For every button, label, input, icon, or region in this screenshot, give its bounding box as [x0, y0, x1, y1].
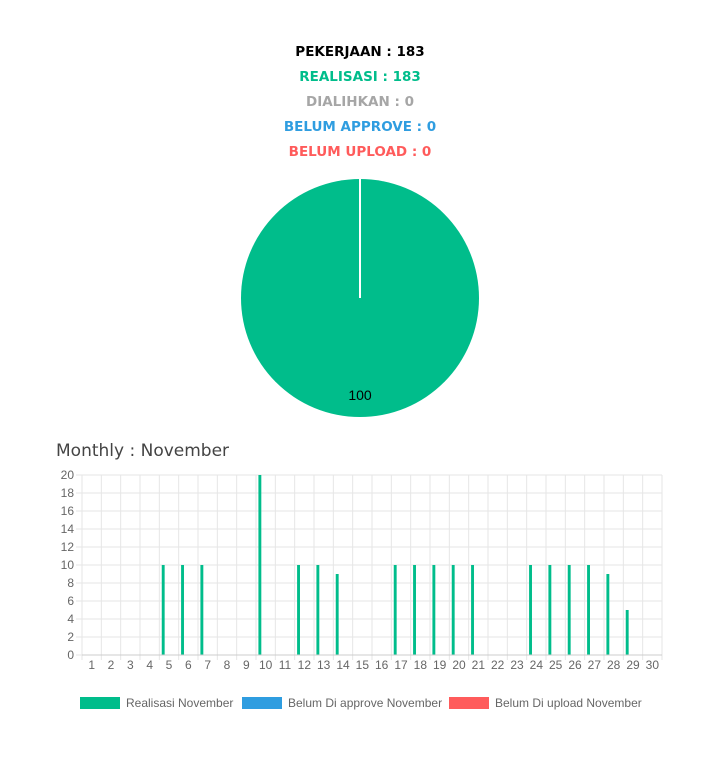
x-tick-label: 8	[224, 658, 231, 672]
x-tick-label: 14	[336, 658, 350, 672]
x-tick-label: 21	[472, 658, 486, 672]
belum-upload-count: BELUM UPLOAD : 0	[288, 144, 432, 160]
chart-legend: Realisasi November Belum Di approve Nove…	[0, 694, 720, 712]
x-tick-label: 11	[279, 658, 292, 672]
x-tick-label: 10	[259, 658, 273, 672]
y-tick-label: 12	[61, 540, 75, 554]
bar-realisasi-november-17	[393, 565, 397, 655]
bar-realisasi-november-24	[529, 565, 532, 655]
x-tick-label: 26	[568, 658, 582, 672]
x-tick-label: 18	[414, 658, 428, 672]
x-tick-label: 20	[452, 658, 466, 672]
realisasi-count: REALISASI : 183	[299, 69, 421, 85]
x-tick-label: 23	[510, 658, 524, 672]
bar-realisasi-november-29	[625, 610, 629, 655]
dialihkan-count: DIALIHKAN : 0	[306, 94, 414, 110]
y-tick-label: 0	[67, 648, 74, 662]
x-tick-label: 15	[356, 658, 370, 672]
bar-realisasi-november-14	[335, 574, 339, 655]
y-tick-label: 18	[61, 486, 75, 500]
bar-realisasi-november-25	[548, 565, 552, 655]
summary-stats: PEKERJAAN : 183 REALISASI : 183 DIALIHKA…	[0, 42, 720, 167]
y-tick-label: 14	[61, 522, 75, 536]
x-tick-label: 22	[491, 658, 505, 672]
bar-realisasi-november-21	[471, 565, 474, 655]
y-tick-label: 4	[67, 612, 74, 626]
legend-label-belum-approve: Belum Di approve November	[288, 696, 443, 710]
x-tick-label: 3	[127, 658, 134, 672]
legend-label-belum-upload: Belum Di upload November	[495, 696, 642, 710]
legend-swatch-belum-approve	[242, 697, 282, 709]
x-tick-label: 1	[88, 658, 95, 672]
bar-realisasi-november-10	[258, 475, 262, 655]
legend-item-belum-upload[interactable]: Belum Di upload November	[449, 694, 642, 712]
x-tick-label: 28	[607, 658, 621, 672]
x-tick-label: 16	[375, 658, 389, 672]
legend-label-realisasi: Realisasi November	[126, 696, 234, 710]
x-tick-label: 12	[298, 658, 312, 672]
belum-approve-count: BELUM APPROVE : 0	[283, 119, 437, 135]
x-tick-label: 24	[530, 658, 544, 672]
bar-realisasi-november-18	[413, 565, 416, 655]
x-tick-label: 27	[588, 658, 602, 672]
bar-realisasi-november-20	[451, 565, 455, 655]
x-tick-label: 13	[317, 658, 331, 672]
pekerjaan-count: PEKERJAAN : 183	[295, 44, 425, 60]
bar-realisasi-november-27	[587, 565, 590, 655]
y-tick-label: 20	[61, 468, 75, 482]
y-tick-label: 6	[67, 594, 74, 608]
bar-realisasi-november-12	[297, 565, 300, 655]
x-tick-label: 29	[626, 658, 640, 672]
pie-chart-svg: 100	[241, 179, 479, 417]
bar-realisasi-november-19	[432, 565, 436, 655]
legend-item-belum-approve[interactable]: Belum Di approve November	[242, 694, 442, 712]
x-tick-label: 17	[394, 658, 408, 672]
pie-chart: 100	[240, 178, 480, 418]
x-tick-label: 6	[185, 658, 192, 672]
x-tick-label: 25	[549, 658, 563, 672]
x-tick-label: 9	[243, 658, 250, 672]
bar-realisasi-november-7	[200, 565, 204, 655]
bar-realisasi-november-26	[567, 565, 571, 655]
bar-realisasi-november-5	[161, 565, 165, 655]
x-tick-label: 4	[146, 658, 153, 672]
bar-realisasi-november-28	[606, 574, 610, 655]
y-tick-label: 10	[61, 558, 75, 572]
monthly-chart-title: Monthly : November	[56, 441, 230, 461]
y-tick-label: 16	[61, 504, 75, 518]
y-tick-label: 2	[67, 630, 74, 644]
legend-swatch-belum-upload	[449, 697, 489, 709]
x-tick-label: 30	[646, 658, 660, 672]
x-tick-label: 7	[204, 658, 211, 672]
bar-realisasi-november-13	[316, 565, 320, 655]
legend-swatch-realisasi	[80, 697, 120, 709]
bar-realisasi-november-6	[181, 565, 184, 655]
legend-item-realisasi[interactable]: Realisasi November	[80, 694, 233, 712]
x-tick-label: 2	[108, 658, 115, 672]
pie-data-label: 100	[348, 387, 372, 403]
x-tick-label: 5	[166, 658, 173, 672]
x-tick-label: 19	[433, 658, 447, 672]
y-tick-label: 8	[67, 576, 74, 590]
